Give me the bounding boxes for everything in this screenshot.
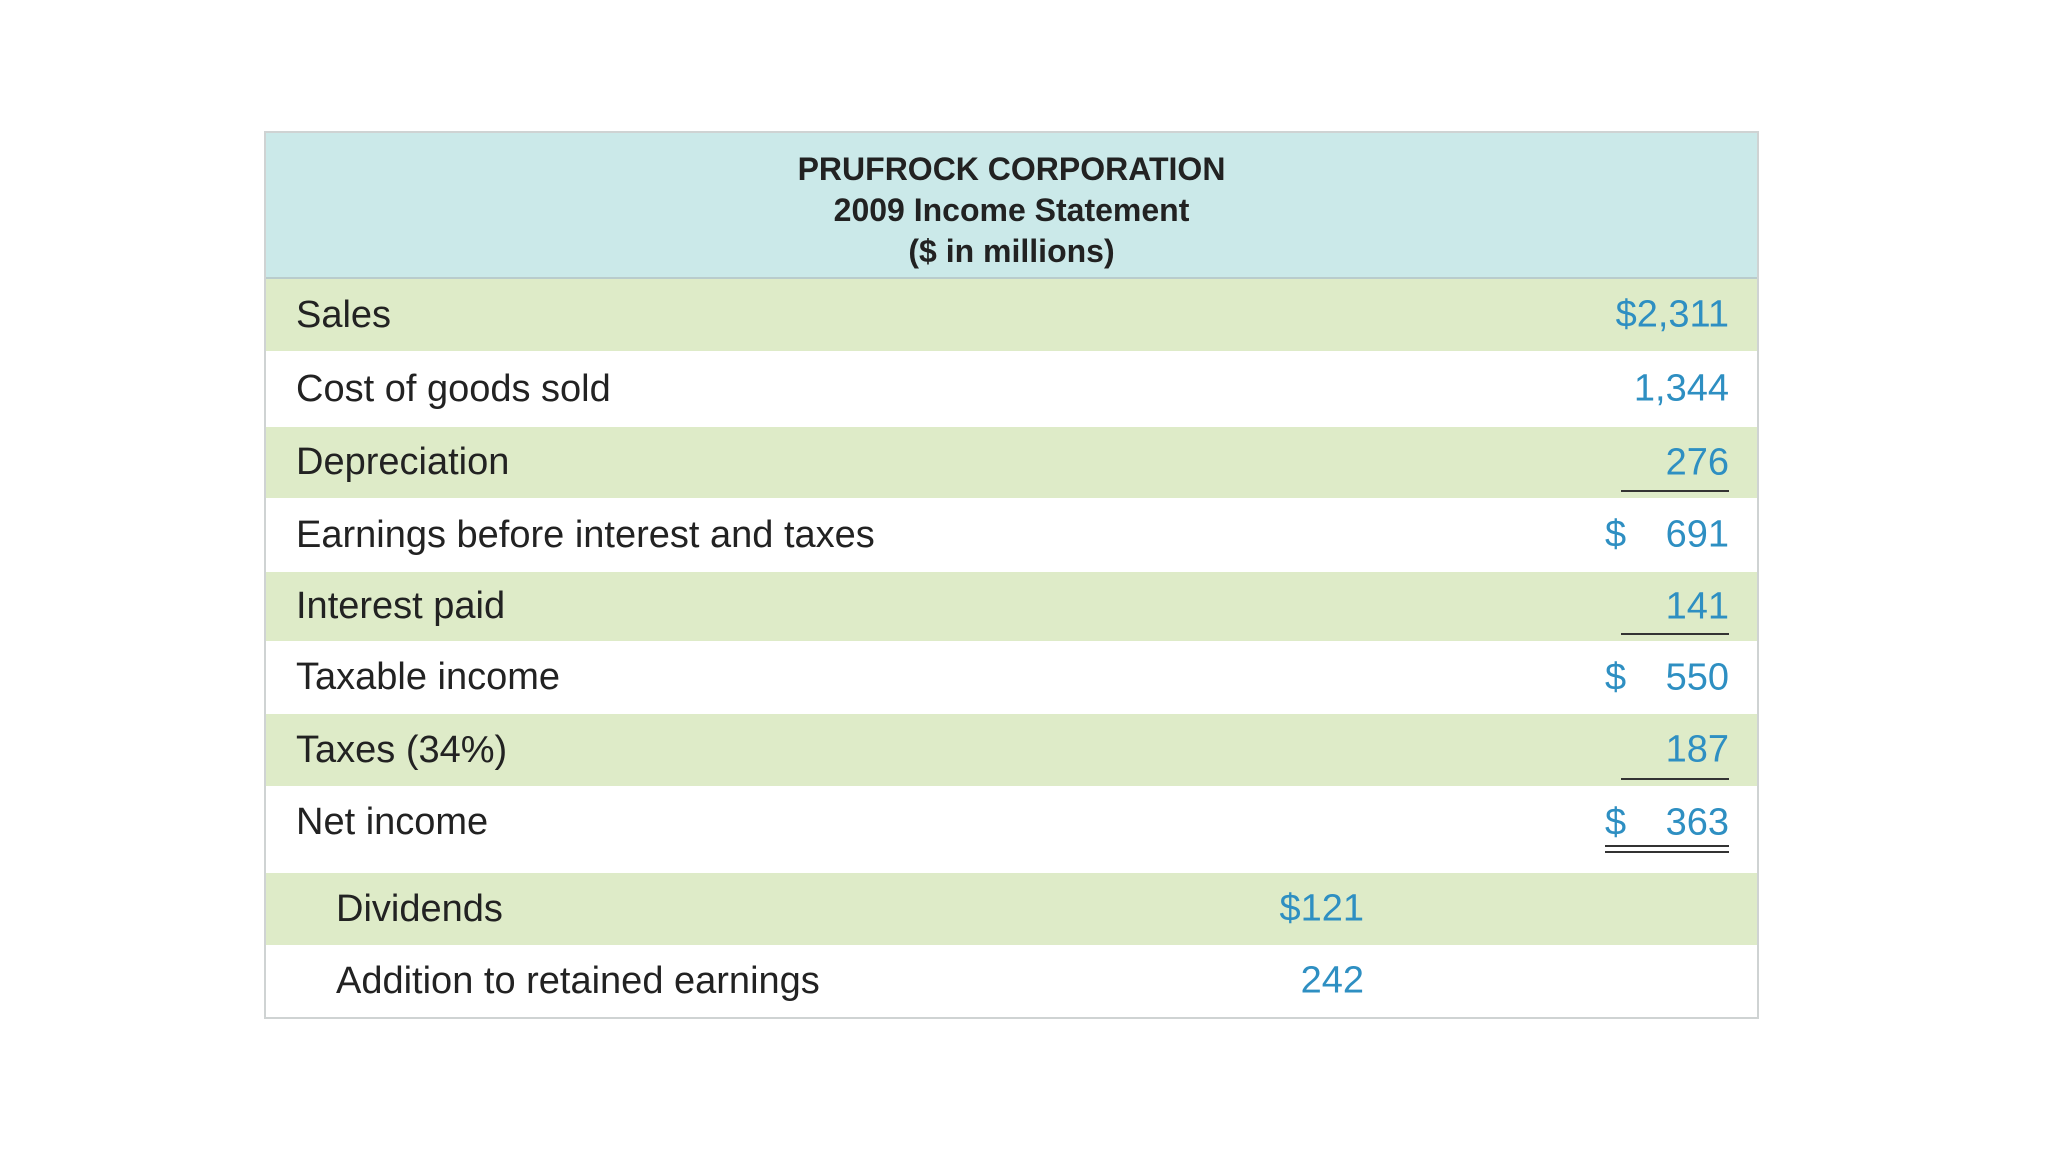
row: Earnings before interest and taxes $691 bbox=[266, 498, 1757, 572]
row-value: 1,344 bbox=[1605, 351, 1729, 427]
row-value: 276 bbox=[1605, 427, 1729, 498]
currency: $ bbox=[1605, 801, 1627, 843]
income-statement: PRUFROCK CORPORATION 2009 Income Stateme… bbox=[264, 131, 1759, 1019]
row: Dividends $121 bbox=[266, 873, 1757, 945]
row: Interest paid 141 bbox=[266, 572, 1757, 641]
row: Taxes (34%) 187 bbox=[266, 714, 1757, 786]
row-label: Earnings before interest and taxes bbox=[296, 513, 875, 556]
row-value: 242 bbox=[1266, 945, 1364, 1017]
amount: 242 bbox=[1300, 959, 1364, 1002]
row: Sales $2,311 bbox=[266, 279, 1757, 351]
row-label: Interest paid bbox=[296, 585, 506, 627]
row: Depreciation 276 bbox=[266, 427, 1757, 498]
amount: 141 bbox=[1665, 585, 1729, 627]
row-value: $691 bbox=[1605, 498, 1729, 572]
row-value: $363 bbox=[1605, 786, 1729, 859]
row-value: 141 bbox=[1605, 572, 1729, 641]
row-value: 187 bbox=[1605, 714, 1729, 786]
header: PRUFROCK CORPORATION 2009 Income Stateme… bbox=[266, 133, 1757, 279]
currency: $ bbox=[1605, 513, 1627, 556]
row-value: $121 bbox=[1266, 873, 1364, 945]
amount: $121 bbox=[1279, 887, 1364, 930]
amount: 550 bbox=[1665, 656, 1729, 698]
amount: $2,311 bbox=[1615, 293, 1729, 336]
amount: 691 bbox=[1665, 513, 1729, 556]
company-name: PRUFROCK CORPORATION bbox=[797, 151, 1226, 187]
row-value: $550 bbox=[1605, 641, 1729, 714]
row-label: Net income bbox=[296, 801, 489, 843]
row-label: Sales bbox=[296, 293, 392, 336]
row: Cost of goods sold 1,344 bbox=[266, 351, 1757, 427]
row-label: Taxes (34%) bbox=[296, 728, 508, 771]
amount: 363 bbox=[1665, 801, 1729, 843]
row-label: Depreciation bbox=[296, 441, 510, 483]
amount: 276 bbox=[1665, 441, 1729, 483]
currency: $ bbox=[1605, 656, 1627, 698]
units-note: ($ in millions) bbox=[908, 233, 1115, 269]
row: Taxable income $550 bbox=[266, 641, 1757, 714]
amount: 1,344 bbox=[1633, 367, 1729, 410]
row-label: Addition to retained earnings bbox=[336, 959, 820, 1002]
amount: 187 bbox=[1665, 728, 1729, 771]
statement-title: 2009 Income Statement bbox=[833, 192, 1190, 228]
row-value: $2,311 bbox=[1605, 279, 1729, 351]
row-label: Taxable income bbox=[296, 656, 561, 698]
row: Addition to retained earnings 242 bbox=[266, 945, 1757, 1017]
row: Net income $363 bbox=[266, 786, 1757, 873]
row-label: Cost of goods sold bbox=[296, 367, 611, 410]
row-label: Dividends bbox=[336, 887, 503, 930]
